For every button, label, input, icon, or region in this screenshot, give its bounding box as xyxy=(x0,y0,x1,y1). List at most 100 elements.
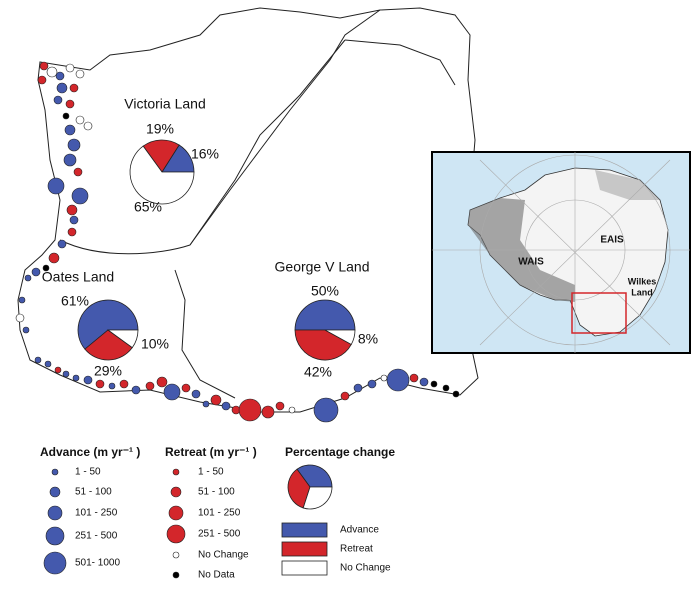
legend-label: 1 - 50 xyxy=(75,467,101,478)
pie-slice xyxy=(294,329,352,361)
region-boundary xyxy=(59,9,381,255)
glacier-symbol xyxy=(31,267,41,277)
legend-title: Advance (m yr⁻¹ ) xyxy=(40,445,140,459)
inset-label: WAIS xyxy=(518,257,544,268)
glacier-symbol xyxy=(367,379,377,389)
glacier-symbol xyxy=(386,368,410,392)
legend-swatch xyxy=(281,541,328,557)
glacier-symbol xyxy=(452,390,460,398)
glacier-symbol xyxy=(353,383,363,393)
glacier-symbol xyxy=(69,83,79,93)
glacier-symbol xyxy=(221,401,231,411)
glacier-symbol xyxy=(71,187,89,205)
glacier-symbol xyxy=(409,373,419,383)
legend-symbol xyxy=(166,524,186,544)
coastline xyxy=(17,7,479,413)
glacier-symbol xyxy=(419,377,429,387)
glacier-symbol xyxy=(181,383,191,393)
glacier-symbol xyxy=(119,379,129,389)
glacier-symbol xyxy=(18,296,26,304)
legend-swatch xyxy=(281,560,328,576)
glacier-symbol xyxy=(340,391,350,401)
glacier-symbol xyxy=(202,400,210,408)
legend-label: No Change xyxy=(340,563,391,574)
glacier-symbol xyxy=(67,227,77,237)
pie-slice xyxy=(142,139,180,173)
glacier-symbol xyxy=(163,383,181,401)
legend-label: 51 - 100 xyxy=(75,487,112,498)
legend-symbol xyxy=(170,486,182,498)
glacier-symbol xyxy=(66,204,78,216)
legend-label: 51 - 100 xyxy=(198,487,235,498)
legend-label: No Data xyxy=(198,570,235,581)
glacier-symbol xyxy=(42,264,50,272)
region-name: Victoria Land xyxy=(124,96,205,112)
pie-label: 19% xyxy=(146,121,174,137)
glacier-symbol xyxy=(62,370,70,378)
legend-symbol xyxy=(51,468,59,476)
key-pie xyxy=(296,464,333,488)
glacier-symbol xyxy=(54,366,62,374)
legend-symbol xyxy=(172,551,180,559)
pie-label: 8% xyxy=(358,331,378,347)
region-boundary xyxy=(344,39,456,86)
glacier-symbol xyxy=(210,394,222,406)
glacier-symbol xyxy=(15,313,25,323)
glacier-symbol xyxy=(73,167,83,177)
glacier-symbol xyxy=(37,75,47,85)
pie-slice xyxy=(84,329,133,361)
region-name: Oates Land xyxy=(42,269,114,285)
glacier-symbol xyxy=(108,382,116,390)
glacier-symbol xyxy=(34,356,42,364)
glacier-symbol xyxy=(24,274,32,282)
legend-label: 251 - 500 xyxy=(198,529,241,540)
legend-symbol xyxy=(49,486,61,498)
glacier-symbol xyxy=(53,95,63,105)
inset-label: Wilkes xyxy=(628,276,656,286)
glacier-symbol xyxy=(442,384,450,392)
pie-label: 10% xyxy=(141,336,169,352)
glacier-layer xyxy=(15,61,460,423)
legend-label: 251 - 500 xyxy=(75,531,118,542)
legend-symbol xyxy=(168,505,184,521)
inset-label: EAIS xyxy=(600,235,624,246)
legend-label: 101 - 250 xyxy=(198,508,241,519)
glacier-symbol xyxy=(75,115,85,125)
legend-swatch xyxy=(281,522,328,538)
glacier-symbol xyxy=(83,121,93,131)
glacier-symbol xyxy=(48,252,60,264)
pie-slice xyxy=(129,145,195,205)
pie-label: 16% xyxy=(191,146,219,162)
glacier-symbol xyxy=(55,71,65,81)
pie-slice xyxy=(77,299,139,350)
glacier-symbol xyxy=(430,380,438,388)
legend-symbol xyxy=(43,551,67,575)
inset-label: Land xyxy=(631,287,653,297)
region-name: George V Land xyxy=(275,259,370,275)
glacier-symbol xyxy=(69,215,79,225)
legend-title: Percentage change xyxy=(285,445,395,459)
pie-slice xyxy=(106,329,139,349)
pie-label: 42% xyxy=(304,364,332,380)
glacier-symbol xyxy=(313,397,339,423)
glacier-symbol xyxy=(261,405,275,419)
glacier-symbol xyxy=(238,398,262,422)
glacier-symbol xyxy=(75,69,85,79)
glacier-symbol xyxy=(131,385,141,395)
glacier-symbol xyxy=(275,401,285,411)
inset-map: WAIS EAIS Wilkes Land xyxy=(431,151,691,354)
pie-layer: 16% 19% 65% 61% 29% 10% 50% 42% 8% xyxy=(61,121,378,380)
pie-label: 61% xyxy=(61,293,89,309)
key-pie xyxy=(302,486,333,510)
glacier-symbol xyxy=(72,374,80,382)
legend-label: Retreat xyxy=(340,544,373,555)
legend-label: 101 - 250 xyxy=(75,508,118,519)
legend-label: 501- 1000 xyxy=(75,558,120,569)
glacier-symbol xyxy=(64,124,76,136)
glacier-symbol xyxy=(39,61,49,71)
glacier-symbol xyxy=(67,138,81,152)
legend-label: Advance xyxy=(340,525,379,536)
glacier-symbol xyxy=(145,381,155,391)
glacier-symbol xyxy=(65,99,75,109)
